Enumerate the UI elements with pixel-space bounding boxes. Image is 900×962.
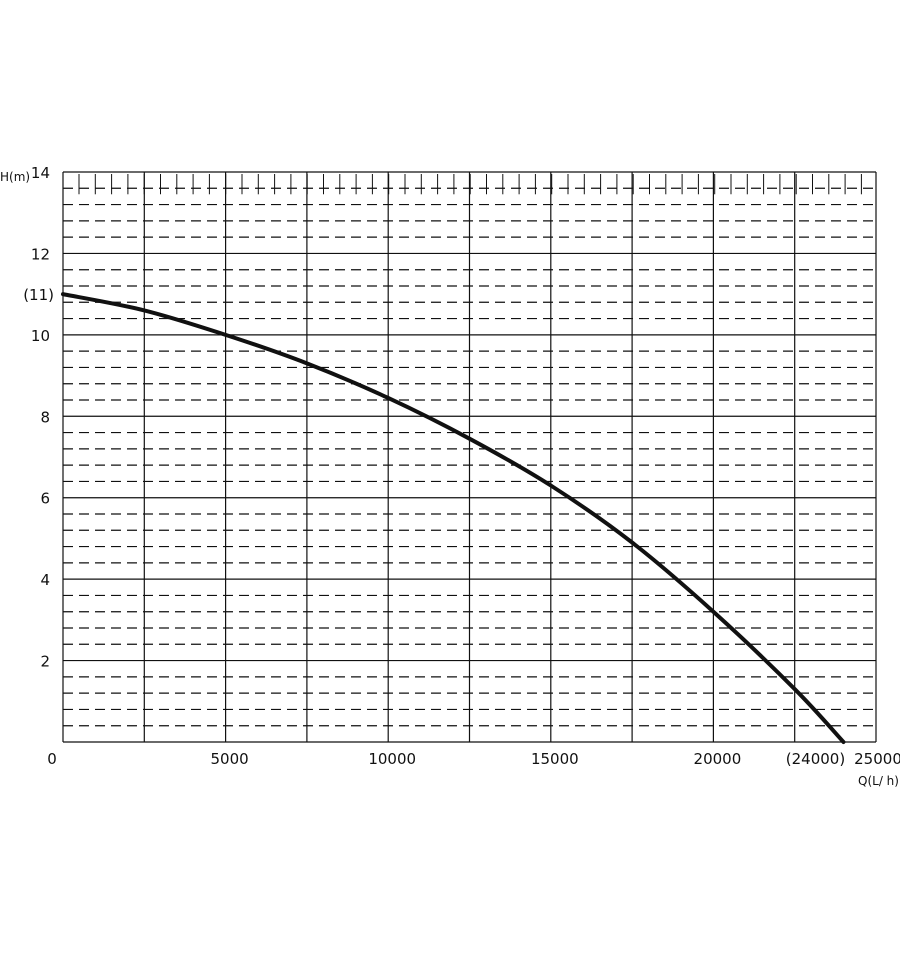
grid <box>62 171 877 743</box>
y-tick-label: 2 <box>40 653 50 671</box>
y-tick-label: 6 <box>40 490 50 508</box>
axis-labels: H(m) Q(L/ h) 2 4 6 8 10 12 14 (11) 0 5000 10000 150… <box>0 164 900 788</box>
y-tick-label: 10 <box>31 327 50 345</box>
y-tick-label: 14 <box>31 164 50 182</box>
x-tick-label: 5000 <box>211 750 249 768</box>
y-tick-label: 12 <box>31 245 50 263</box>
x-tick-label-extra: (24000) <box>786 750 845 768</box>
x-tick-label: 0 <box>47 750 57 768</box>
x-tick-label: 25000 <box>854 750 900 768</box>
y-tick-label: 4 <box>40 571 50 589</box>
y-axis-label: H(m) <box>0 170 30 184</box>
y-tick-label-extra: (11) <box>23 286 54 304</box>
x-tick-label: 20000 <box>694 750 742 768</box>
y-tick-label: 8 <box>40 408 50 426</box>
x-tick-label: 10000 <box>368 750 416 768</box>
pump-curve-line <box>61 292 846 744</box>
x-axis-label: Q(L/ h) <box>858 774 899 788</box>
x-tick-label: 15000 <box>531 750 579 768</box>
curve-layer <box>61 292 846 744</box>
